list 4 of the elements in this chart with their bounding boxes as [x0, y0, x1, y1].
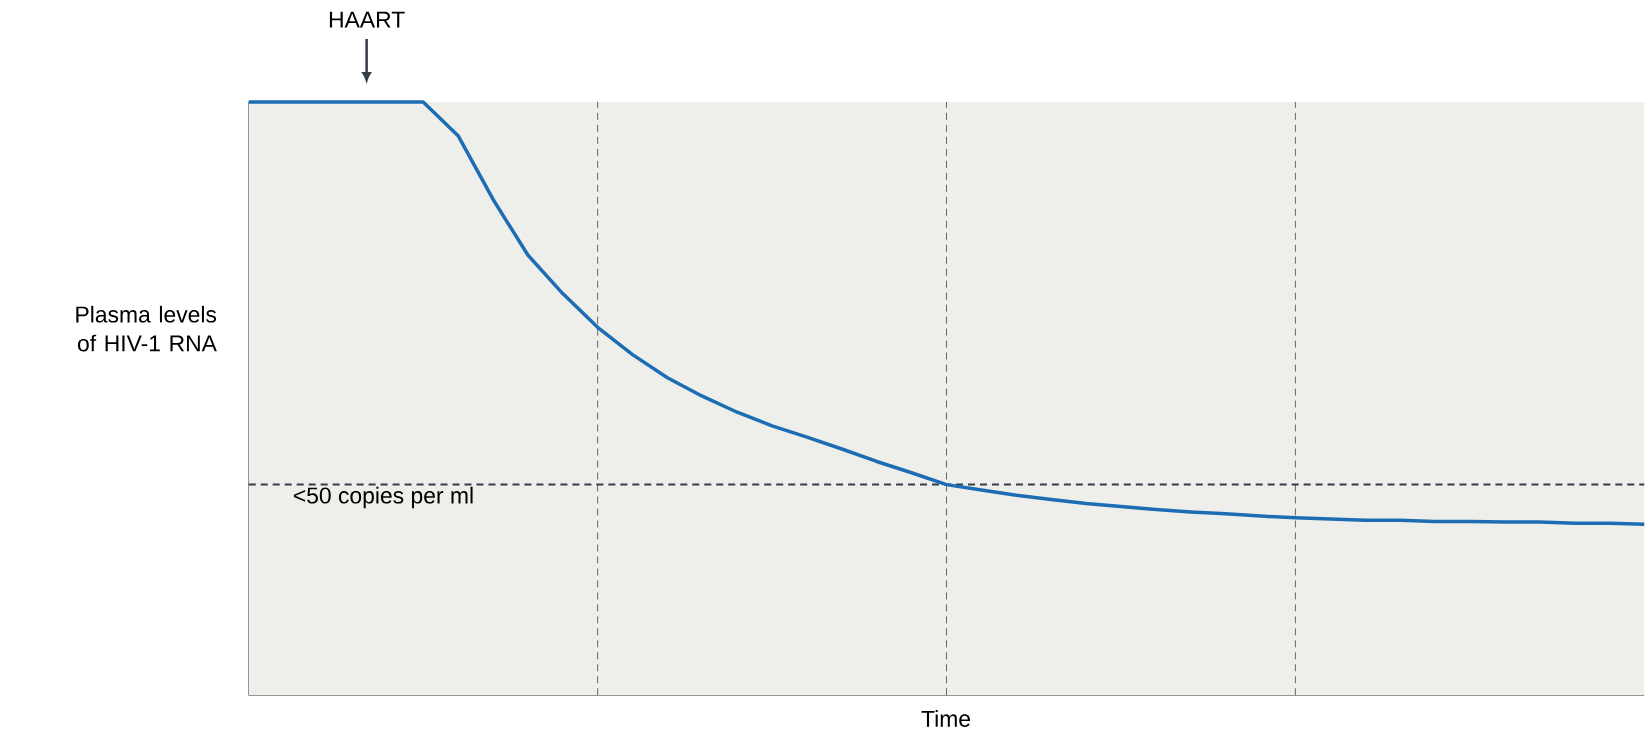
x-axis-title: Time	[921, 709, 971, 727]
ref-line-label: <50 copies per ml	[293, 486, 473, 509]
text: HAART	[329, 11, 405, 28]
y-axis-title: Plasma levels of HIV-1 RNA	[76, 305, 217, 352]
